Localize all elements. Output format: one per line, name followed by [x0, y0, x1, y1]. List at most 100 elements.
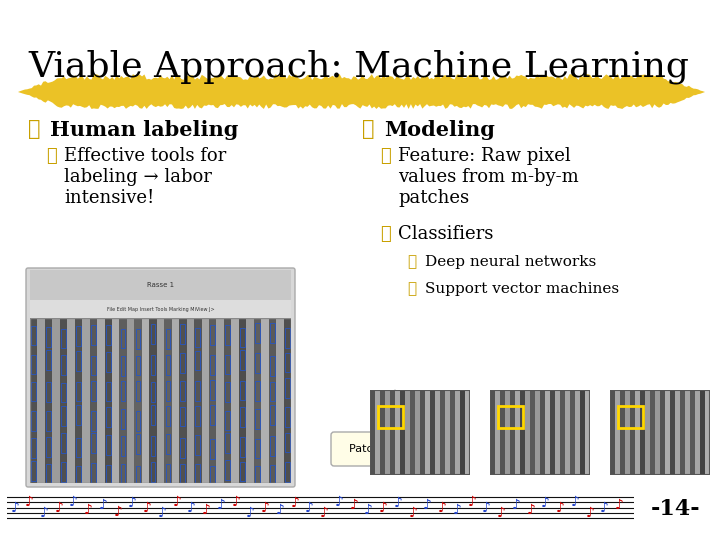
- Text: Human labeling: Human labeling: [50, 120, 238, 140]
- Bar: [225, 382, 230, 402]
- Bar: [285, 328, 289, 348]
- Text: ♪: ♪: [114, 505, 122, 519]
- Bar: [690, 390, 695, 475]
- Bar: [665, 390, 670, 475]
- Text: ♪: ♪: [600, 501, 609, 515]
- Text: ♪: ♪: [541, 496, 550, 510]
- Bar: [120, 318, 127, 483]
- Text: ♪: ♪: [291, 496, 300, 510]
- Bar: [31, 438, 36, 457]
- Bar: [46, 350, 51, 370]
- Bar: [171, 318, 179, 483]
- Bar: [31, 355, 36, 374]
- Bar: [31, 411, 36, 431]
- Bar: [276, 318, 284, 483]
- Bar: [570, 390, 575, 475]
- Text: ♪: ♪: [349, 498, 359, 512]
- Bar: [166, 381, 170, 401]
- Bar: [225, 355, 230, 374]
- Text: File Edit Map Insert Tools Marking MiView J>: File Edit Map Insert Tools Marking MiVie…: [107, 307, 215, 312]
- Bar: [405, 390, 410, 475]
- Text: Classifiers: Classifiers: [398, 225, 493, 243]
- Text: Deep neural networks: Deep neural networks: [425, 255, 596, 269]
- Bar: [121, 356, 125, 376]
- Bar: [121, 381, 125, 401]
- Bar: [45, 318, 53, 483]
- Bar: [231, 318, 239, 483]
- Bar: [121, 409, 125, 429]
- Bar: [580, 390, 585, 475]
- Bar: [255, 381, 260, 401]
- Bar: [285, 462, 289, 482]
- Bar: [76, 438, 81, 457]
- Bar: [106, 382, 111, 401]
- Bar: [255, 438, 260, 458]
- Bar: [166, 464, 170, 484]
- Bar: [157, 318, 164, 483]
- Text: Patch of m by m: Patch of m by m: [348, 444, 439, 454]
- Bar: [705, 390, 710, 475]
- Bar: [270, 406, 274, 425]
- Bar: [285, 433, 289, 453]
- Bar: [680, 390, 685, 475]
- Bar: [585, 390, 590, 475]
- Bar: [269, 318, 276, 483]
- Bar: [195, 406, 200, 426]
- Text: ♪: ♪: [217, 498, 225, 512]
- Bar: [67, 318, 75, 483]
- Bar: [166, 406, 170, 426]
- Bar: [495, 390, 500, 475]
- Bar: [270, 356, 274, 376]
- Bar: [135, 356, 140, 375]
- Bar: [555, 390, 560, 475]
- Bar: [261, 318, 269, 483]
- Bar: [82, 318, 90, 483]
- Bar: [565, 390, 570, 475]
- Bar: [415, 390, 420, 475]
- Bar: [46, 327, 51, 347]
- Bar: [91, 326, 96, 345]
- Bar: [76, 466, 81, 486]
- Bar: [255, 353, 260, 373]
- Text: ♪: ♪: [261, 501, 270, 515]
- Bar: [210, 355, 215, 375]
- Bar: [150, 325, 156, 345]
- Bar: [395, 390, 400, 475]
- Polygon shape: [370, 390, 420, 435]
- Text: ❖: ❖: [362, 120, 374, 139]
- Bar: [46, 411, 51, 430]
- Bar: [545, 390, 550, 475]
- Bar: [91, 411, 96, 430]
- Text: ♪: ♪: [497, 506, 506, 520]
- Bar: [640, 390, 645, 475]
- Bar: [225, 461, 230, 480]
- Bar: [525, 390, 530, 475]
- Bar: [179, 318, 186, 483]
- Bar: [540, 390, 545, 475]
- Bar: [46, 464, 51, 484]
- Text: ♪: ♪: [335, 495, 343, 509]
- Bar: [195, 464, 200, 483]
- Bar: [435, 390, 440, 475]
- Bar: [270, 436, 274, 456]
- Bar: [121, 436, 125, 456]
- Bar: [186, 318, 194, 483]
- Bar: [142, 318, 149, 483]
- Bar: [181, 353, 185, 373]
- Bar: [106, 353, 111, 372]
- Bar: [181, 438, 185, 458]
- Bar: [225, 410, 230, 430]
- Bar: [149, 318, 157, 483]
- Bar: [31, 382, 36, 401]
- Text: Modeling: Modeling: [384, 120, 495, 140]
- Bar: [550, 390, 555, 475]
- Text: ♪: ♪: [84, 503, 93, 517]
- Bar: [695, 390, 700, 475]
- Bar: [465, 390, 470, 475]
- Bar: [378, 406, 403, 428]
- Bar: [112, 318, 120, 483]
- Text: ☐: ☐: [380, 147, 391, 165]
- Bar: [53, 318, 60, 483]
- Bar: [30, 318, 37, 483]
- Text: ♪: ♪: [187, 501, 196, 515]
